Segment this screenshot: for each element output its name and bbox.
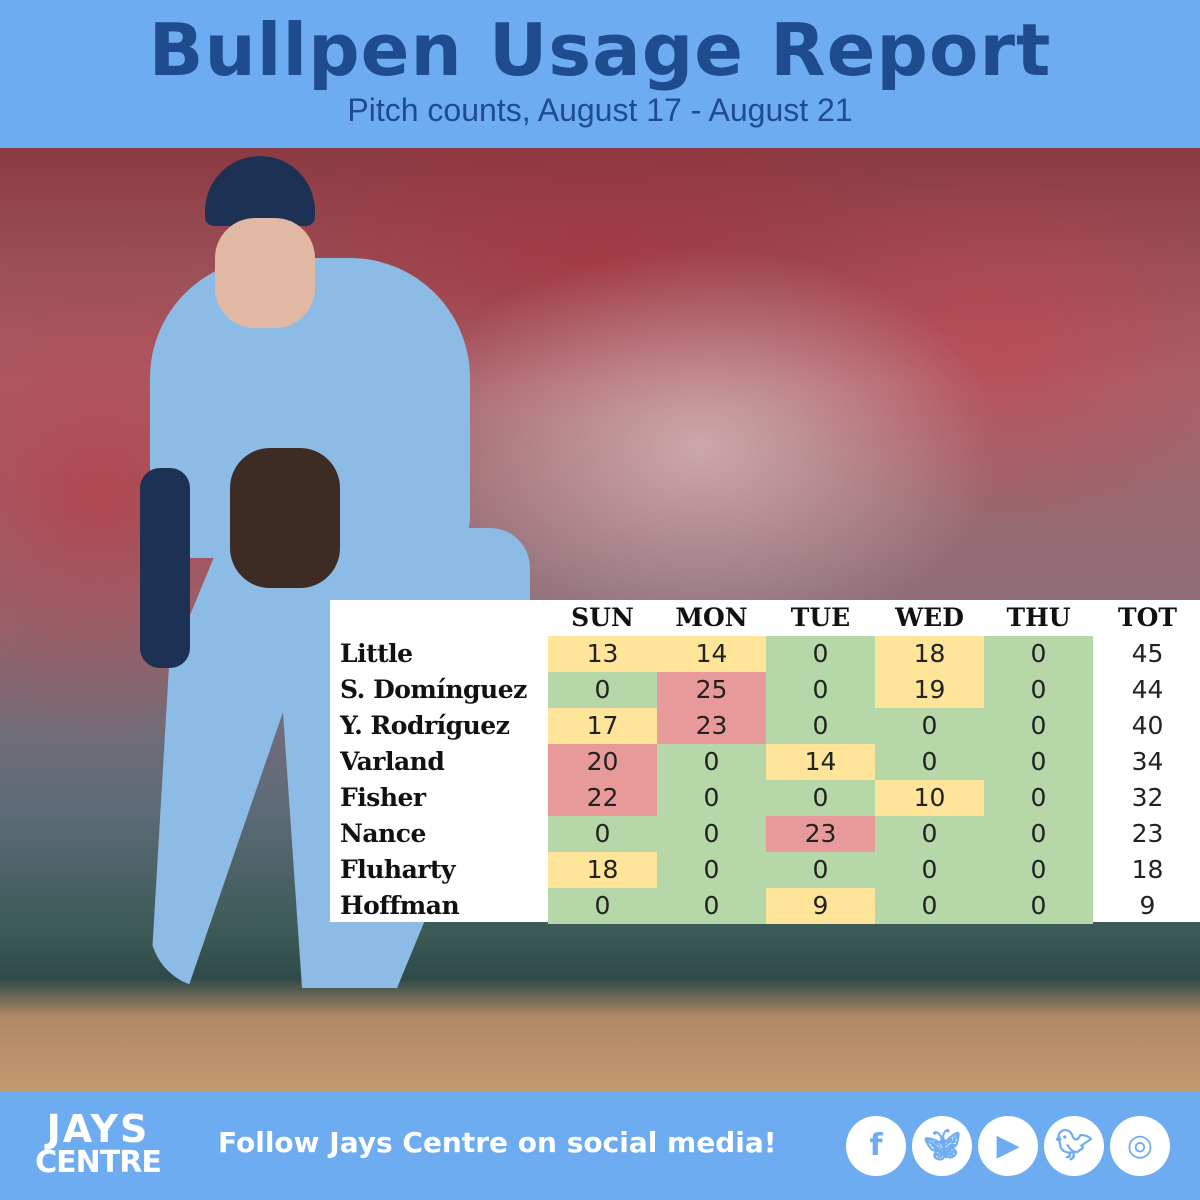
column-header: TOT — [1118, 603, 1177, 632]
usage-table: SUN MON TUE WED THU TOT Little 13 14 0 18 0 45 S. Dom… — [330, 600, 1200, 924]
jays-centre-logo: JAYS CENTRE — [28, 1107, 168, 1180]
pitcher-name: S. Domínguez — [340, 675, 527, 704]
page-subtitle: Pitch counts, August 17 - August 21 — [347, 92, 853, 128]
pitch-count-cell: 0 — [548, 816, 657, 852]
pitch-count-cell: 0 — [984, 888, 1093, 924]
instagram-icon[interactable]: ◎ — [1110, 1116, 1170, 1176]
player-arm — [140, 468, 190, 668]
facebook-icon[interactable]: f — [846, 1116, 906, 1176]
pitch-count-cell: 0 — [984, 816, 1093, 852]
column-header: TUE — [790, 603, 851, 632]
total-cell: 45 — [1131, 639, 1164, 668]
column-header: THU — [1006, 603, 1071, 632]
pitcher-name: Fisher — [340, 783, 426, 812]
pitch-count-cell: 20 — [548, 744, 657, 780]
total-cell: 23 — [1131, 819, 1164, 848]
pitcher-name: Varland — [340, 747, 445, 776]
pitch-count-cell: 0 — [657, 852, 766, 888]
total-cell: 32 — [1131, 783, 1164, 812]
total-cell: 9 — [1139, 891, 1156, 920]
pitcher-name: Y. Rodríguez — [340, 711, 510, 740]
pitch-count-cell: 0 — [984, 744, 1093, 780]
pitch-count-cell: 0 — [984, 636, 1093, 672]
twitter-icon[interactable]: 🐦︎ — [1044, 1116, 1104, 1176]
pitch-count-cell: 0 — [875, 708, 984, 744]
pitch-count-cell: 0 — [548, 672, 657, 708]
pitcher-name: Fluharty — [340, 855, 456, 884]
pitch-count-cell: 0 — [984, 780, 1093, 816]
pitch-count-cell: 0 — [984, 852, 1093, 888]
player-face — [215, 218, 315, 328]
pitch-count-cell: 0 — [766, 672, 875, 708]
player-cap — [205, 156, 315, 226]
pitch-count-cell: 19 — [875, 672, 984, 708]
pitch-count-cell: 23 — [657, 708, 766, 744]
total-cell: 40 — [1131, 711, 1164, 740]
pitch-count-cell: 0 — [984, 672, 1093, 708]
pitch-count-cell: 13 — [548, 636, 657, 672]
pitch-count-cell: 0 — [548, 888, 657, 924]
pitch-count-cell: 17 — [548, 708, 657, 744]
pitch-count-cell: 0 — [875, 852, 984, 888]
column-header: SUN — [571, 603, 634, 632]
pitch-count-cell: 0 — [766, 708, 875, 744]
youtube-icon[interactable]: ▶ — [978, 1116, 1038, 1176]
logo-line1: JAYS — [46, 1107, 150, 1151]
footer-banner: JAYS CENTRE Follow Jays Centre on social… — [0, 1092, 1200, 1200]
total-cell: 44 — [1131, 675, 1164, 704]
pitch-count-cell: 0 — [875, 744, 984, 780]
pitch-count-cell: 0 — [875, 888, 984, 924]
pitch-count-cell: 0 — [657, 888, 766, 924]
pitcher-name: Nance — [340, 819, 426, 848]
header-banner: Bullpen Usage Report Pitch counts, Augus… — [0, 0, 1200, 148]
bluesky-icon[interactable]: 🦋︎ — [912, 1116, 972, 1176]
follow-text: Follow Jays Centre on social media! — [218, 1126, 777, 1159]
pitch-count-cell: 18 — [875, 636, 984, 672]
pitch-count-cell: 25 — [657, 672, 766, 708]
pitch-count-cell: 22 — [548, 780, 657, 816]
pitcher-name: Hoffman — [340, 891, 460, 920]
pitcher-name: Little — [340, 639, 413, 668]
pitch-count-cell: 9 — [766, 888, 875, 924]
page-title: Bullpen Usage Report — [148, 8, 1052, 92]
column-header: MON — [675, 603, 748, 632]
pitch-count-cell: 0 — [657, 780, 766, 816]
total-cell: 34 — [1131, 747, 1164, 776]
pitch-count-cell: 0 — [766, 852, 875, 888]
pitch-count-cell: 0 — [657, 744, 766, 780]
pitch-count-cell: 0 — [766, 780, 875, 816]
logo-line2: CENTRE — [35, 1145, 162, 1180]
column-header: WED — [895, 603, 964, 632]
total-cell: 18 — [1131, 855, 1164, 884]
player-glove — [230, 448, 340, 588]
pitch-count-cell: 10 — [875, 780, 984, 816]
pitch-count-cell: 18 — [548, 852, 657, 888]
pitch-count-cell: 23 — [766, 816, 875, 852]
pitch-count-cell: 0 — [984, 708, 1093, 744]
pitch-count-cell: 14 — [657, 636, 766, 672]
pitch-count-cell: 14 — [766, 744, 875, 780]
pitch-count-cell: 0 — [875, 816, 984, 852]
pitch-count-cell: 0 — [766, 636, 875, 672]
pitch-count-cell: 0 — [657, 816, 766, 852]
